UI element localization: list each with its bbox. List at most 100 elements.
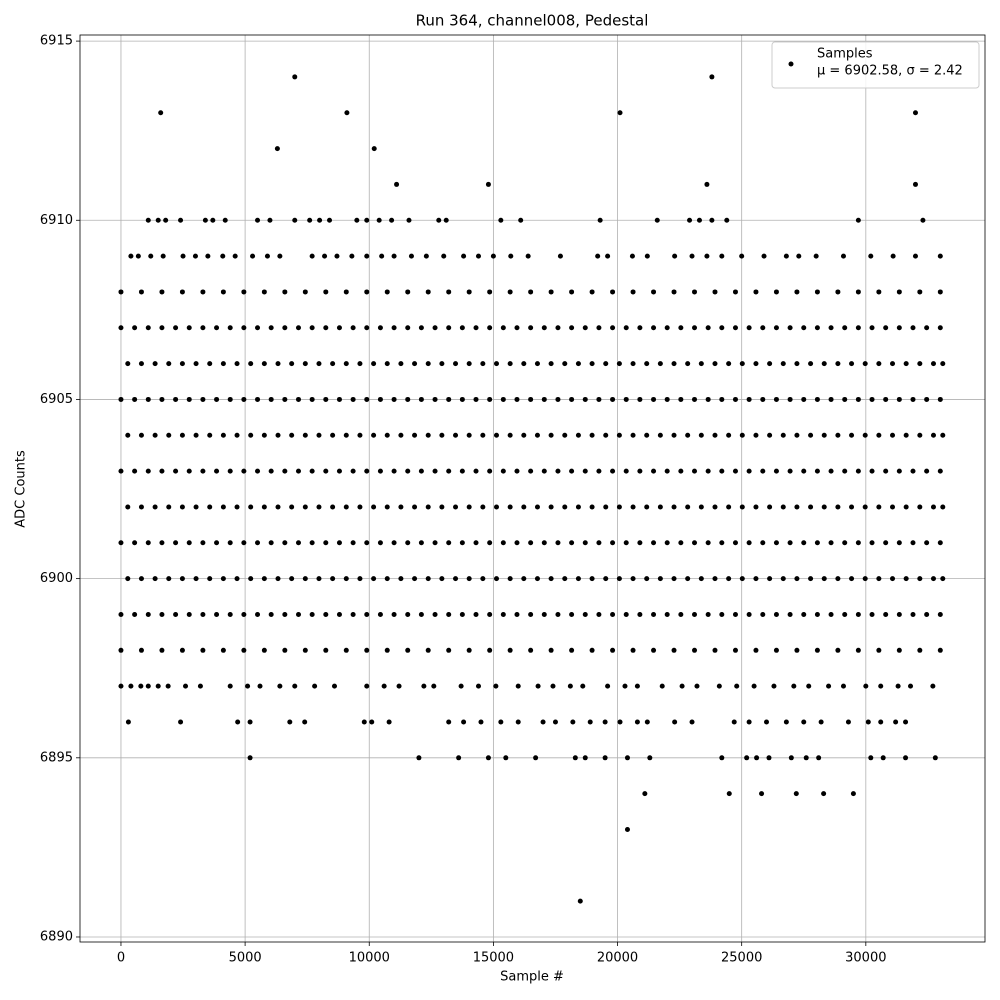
point — [863, 683, 869, 689]
point — [135, 253, 141, 259]
point — [835, 289, 841, 295]
point — [630, 289, 636, 295]
point — [179, 432, 185, 438]
point — [548, 361, 554, 367]
point — [541, 611, 547, 617]
point — [446, 289, 452, 295]
point — [500, 611, 506, 617]
point — [644, 719, 650, 725]
point — [487, 647, 493, 653]
point — [821, 504, 827, 510]
point — [937, 468, 943, 474]
point — [439, 576, 445, 582]
point — [317, 217, 323, 223]
point — [726, 576, 732, 582]
point — [138, 289, 144, 295]
point — [896, 289, 902, 295]
point — [412, 576, 418, 582]
point — [647, 755, 653, 761]
point — [821, 791, 827, 797]
point — [630, 432, 636, 438]
point — [801, 325, 807, 331]
point — [234, 432, 240, 438]
point — [712, 361, 718, 367]
point — [930, 576, 936, 582]
plot-frame — [79, 34, 986, 943]
point — [595, 253, 601, 259]
point — [562, 432, 568, 438]
point — [173, 540, 179, 546]
point — [145, 611, 151, 617]
point — [876, 576, 882, 582]
point — [241, 611, 247, 617]
point — [712, 576, 718, 582]
point — [719, 253, 725, 259]
point — [309, 396, 315, 402]
point — [405, 468, 411, 474]
point — [630, 576, 636, 582]
point — [541, 325, 547, 331]
point — [377, 540, 383, 546]
point — [446, 540, 452, 546]
point — [145, 540, 151, 546]
point — [309, 325, 315, 331]
x-tick-label: 25000 — [721, 951, 762, 966]
point — [282, 647, 288, 653]
point — [344, 110, 350, 116]
point — [637, 611, 643, 617]
point — [391, 325, 397, 331]
point — [241, 325, 247, 331]
point — [753, 504, 759, 510]
point — [814, 289, 820, 295]
point — [498, 719, 504, 725]
point — [507, 289, 513, 295]
point — [883, 611, 889, 617]
point — [828, 540, 834, 546]
point — [672, 719, 678, 725]
point — [610, 540, 616, 546]
point — [485, 181, 491, 187]
point — [732, 647, 738, 653]
point — [261, 432, 267, 438]
point — [855, 396, 861, 402]
point — [275, 361, 281, 367]
point — [794, 289, 800, 295]
point — [908, 683, 914, 689]
point — [616, 576, 622, 582]
point — [794, 576, 800, 582]
point — [186, 468, 192, 474]
point — [644, 576, 650, 582]
point — [398, 504, 404, 510]
point — [487, 468, 493, 474]
point — [466, 432, 472, 438]
x-tick-label: 5000 — [229, 951, 262, 966]
point — [193, 432, 199, 438]
point — [642, 791, 648, 797]
point — [425, 647, 431, 653]
point — [577, 898, 583, 904]
point — [937, 611, 943, 617]
point — [425, 289, 431, 295]
point — [814, 611, 820, 617]
point — [118, 468, 124, 474]
point — [207, 432, 213, 438]
point — [712, 504, 718, 510]
point — [453, 504, 459, 510]
point — [277, 683, 283, 689]
point — [138, 361, 144, 367]
point — [753, 289, 759, 295]
point — [869, 396, 875, 402]
point — [842, 468, 848, 474]
point — [664, 396, 670, 402]
point — [391, 396, 397, 402]
point — [255, 217, 261, 223]
point — [336, 468, 342, 474]
point — [493, 576, 499, 582]
point — [719, 396, 725, 402]
point — [903, 504, 909, 510]
point — [869, 540, 875, 546]
point — [610, 611, 616, 617]
point — [405, 289, 411, 295]
point — [783, 253, 789, 259]
point — [493, 504, 499, 510]
